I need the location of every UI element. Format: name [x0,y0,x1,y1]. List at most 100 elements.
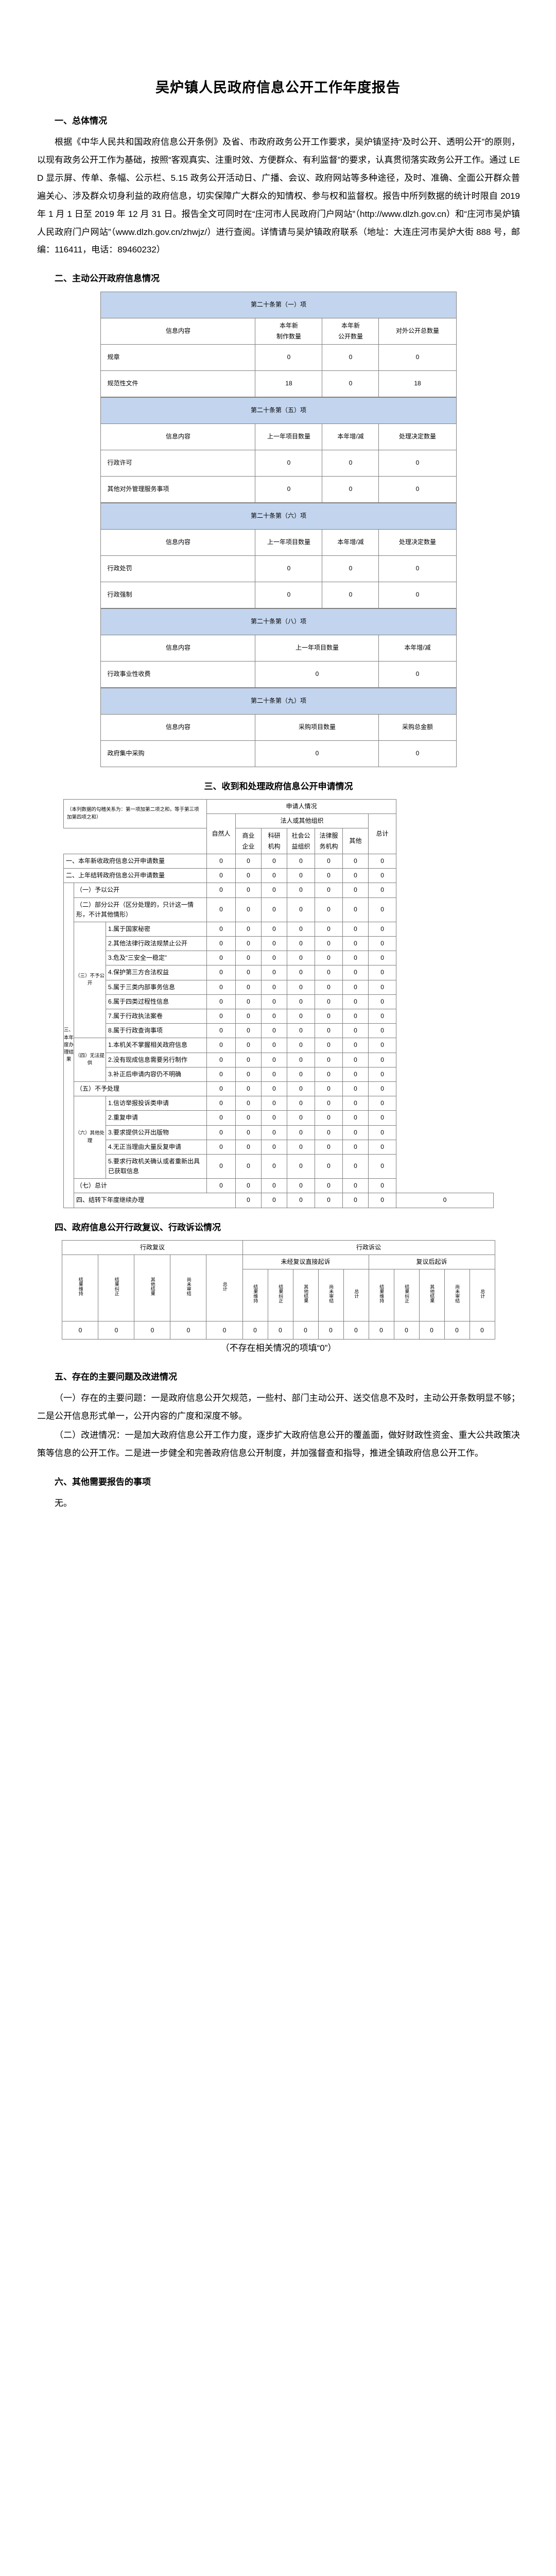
table-row: 4.无正当理由大量反复申请 0 0 0 0 0 0 0 [64,1139,494,1155]
cell-value: 0 [261,868,288,884]
cell-value: 0 [261,1110,288,1126]
cell-value: 0 [287,853,316,869]
cell-value: 0 [255,660,379,688]
table-row: （六）其他处理 1.信访举报投诉类申请 0 0 0 0 0 0 0 [64,1096,494,1179]
cell-value: 0 [287,1125,316,1140]
cell-value: 0 [315,1193,343,1208]
col-header-review-upheld: 结果维持 [62,1255,99,1322]
cell-value: 0 [419,1321,445,1340]
col-header-info-content: 信息内容 [100,529,256,556]
cell-value: 0 [368,1110,397,1126]
cell-value: 0 [206,1125,236,1140]
cell-value: 0 [235,853,262,869]
cell-value: 0 [342,1023,369,1039]
cell-value: 0 [206,994,236,1010]
cell-value: 0 [315,853,343,869]
section-2-heading: 二、主动公开政府信息情况 [55,274,160,284]
table-row: （五）不予处理 0 0 0 0 0 0 0 [64,1081,494,1097]
cell-value: 0 [206,1081,236,1097]
row-label: 1.属于国家秘密 [105,921,207,937]
cell-value: 0 [342,897,369,922]
cell-value: 0 [315,1009,343,1024]
cell-value: 0 [342,1009,369,1024]
col-header-afterreview-corrected: 结果纠正 [393,1269,420,1322]
section-6-heading: 六、其他需要报告的事项 [55,1477,151,1487]
row-label: 行政事业性收费 [100,660,256,688]
cell-value: 0 [206,1110,236,1126]
cell-value: 0 [315,951,343,966]
cell-value: 0 [206,868,236,884]
cell-value: 0 [315,1178,343,1194]
cell-value: 0 [287,979,316,995]
cell-value: 0 [287,1154,316,1179]
col-header-decision-count: 处理决定数量 [378,529,457,556]
section-4-heading: 四、政府信息公开行政复议、行政诉讼情况 [55,1222,221,1232]
cell-value: 0 [342,965,369,980]
cell-value: 0 [287,1178,316,1194]
cell-value: 0 [315,965,343,980]
cell-value: 0 [315,1023,343,1039]
cell-value: 0 [342,1178,369,1194]
cell-value: 0 [368,1081,397,1097]
table-row: 8.属于行政查询事项 0 0 0 0 0 0 0 [64,1023,494,1039]
cell-value: 0 [235,965,262,980]
col-header-total: 总计 [368,813,397,854]
col-header-afterreview-total: 总计 [469,1269,495,1322]
cell-value: 0 [342,1038,369,1053]
cell-value: 0 [206,1178,236,1194]
cell-value: 0 [287,897,316,922]
table-row: 2.没有现成信息需要另行制作 0 0 0 0 0 0 0 [64,1052,494,1067]
page-title: 吴炉镇人民政府信息公开工作年度报告 [155,80,401,95]
cell-value: 0 [261,883,288,898]
table-band-title: 第二十条第（一）项 [100,291,457,318]
cell-value: 0 [261,1081,288,1097]
cell-value: 0 [134,1321,171,1340]
document-body: 一、总体情况 根据《中华人民共和国政府信息公开条例》及省、市政府政务公开工作要求… [0,113,556,1513]
table-row: 三、本年度办理结果 （一）予以公开 0 0 0 0 0 0 0 [63,883,494,1208]
group-label-year-results: 三、本年度办理结果 [63,883,74,1208]
cell-value: 0 [342,1096,369,1111]
cell-value: 0 [322,370,379,397]
cell-value: 0 [342,1193,369,1208]
section-1-paragraph: 根据《中华人民共和国政府信息公开条例》及省、市政府政务公开工作要求，吴炉镇坚持“… [37,137,520,255]
row-label: 3.补正后申请内容仍不明确 [105,1066,207,1082]
cell-value: 0 [261,1038,288,1053]
section-3-heading: 三、收到和处理政府信息公开申请情况 [204,781,353,791]
row-label: 8.属于行政查询事项 [105,1023,207,1039]
cell-value: 0 [322,476,379,503]
cell-value: 0 [342,1139,369,1155]
table-row: 行政许可 0 0 0 [100,449,457,477]
table-row: 规章 0 0 0 [100,344,457,371]
row-label: （七）总计 [73,1178,207,1194]
table-row: 0 0 0 0 0 0 0 0 0 0 0 0 0 0 0 [62,1321,495,1340]
cell-value: 0 [235,883,262,898]
cell-value: 0 [318,1321,344,1340]
table-row: 行政处罚 0 0 0 [100,555,457,582]
col-header-review-other: 其他结果 [134,1255,171,1322]
cell-value: 0 [315,1125,343,1140]
cell-value: 0 [235,951,262,966]
cell-value: 0 [235,1154,262,1179]
table-article20-item9: 第二十条第（九）项 信息内容 采购项目数量 采购总金额 政府集中采购 0 0 [100,687,457,767]
cell-value: 0 [315,1038,343,1053]
cell-value: 0 [235,1081,262,1097]
cell-value: 0 [235,979,262,995]
cell-value: 0 [235,1178,262,1194]
cell-value: 0 [206,1023,236,1039]
cell-value: 0 [235,1023,262,1039]
cell-value: 0 [315,1110,343,1126]
table-row: 行政事业性收费 0 0 [100,660,457,688]
table-row: 7.属于行政执法案卷 0 0 0 0 0 0 0 [64,1009,494,1024]
table-row: 一、本年新收政府信息公开申请数量 0 0 0 0 0 0 0 [63,853,494,869]
cell-value: 0 [342,1154,369,1179]
cell-value: 0 [315,897,343,922]
table-row: 其他对外管理服务事项 0 0 0 [100,476,457,503]
cell-value: 0 [287,1052,316,1067]
cell-value: 0 [368,1178,397,1194]
col-header-info-content: 信息内容 [100,714,256,741]
cell-value: 0 [206,1066,236,1082]
col-header-decision-count: 处理决定数量 [378,423,457,450]
cell-value: 0 [235,868,262,884]
cell-value: 0 [368,1125,397,1140]
cell-value: 0 [206,1096,236,1111]
